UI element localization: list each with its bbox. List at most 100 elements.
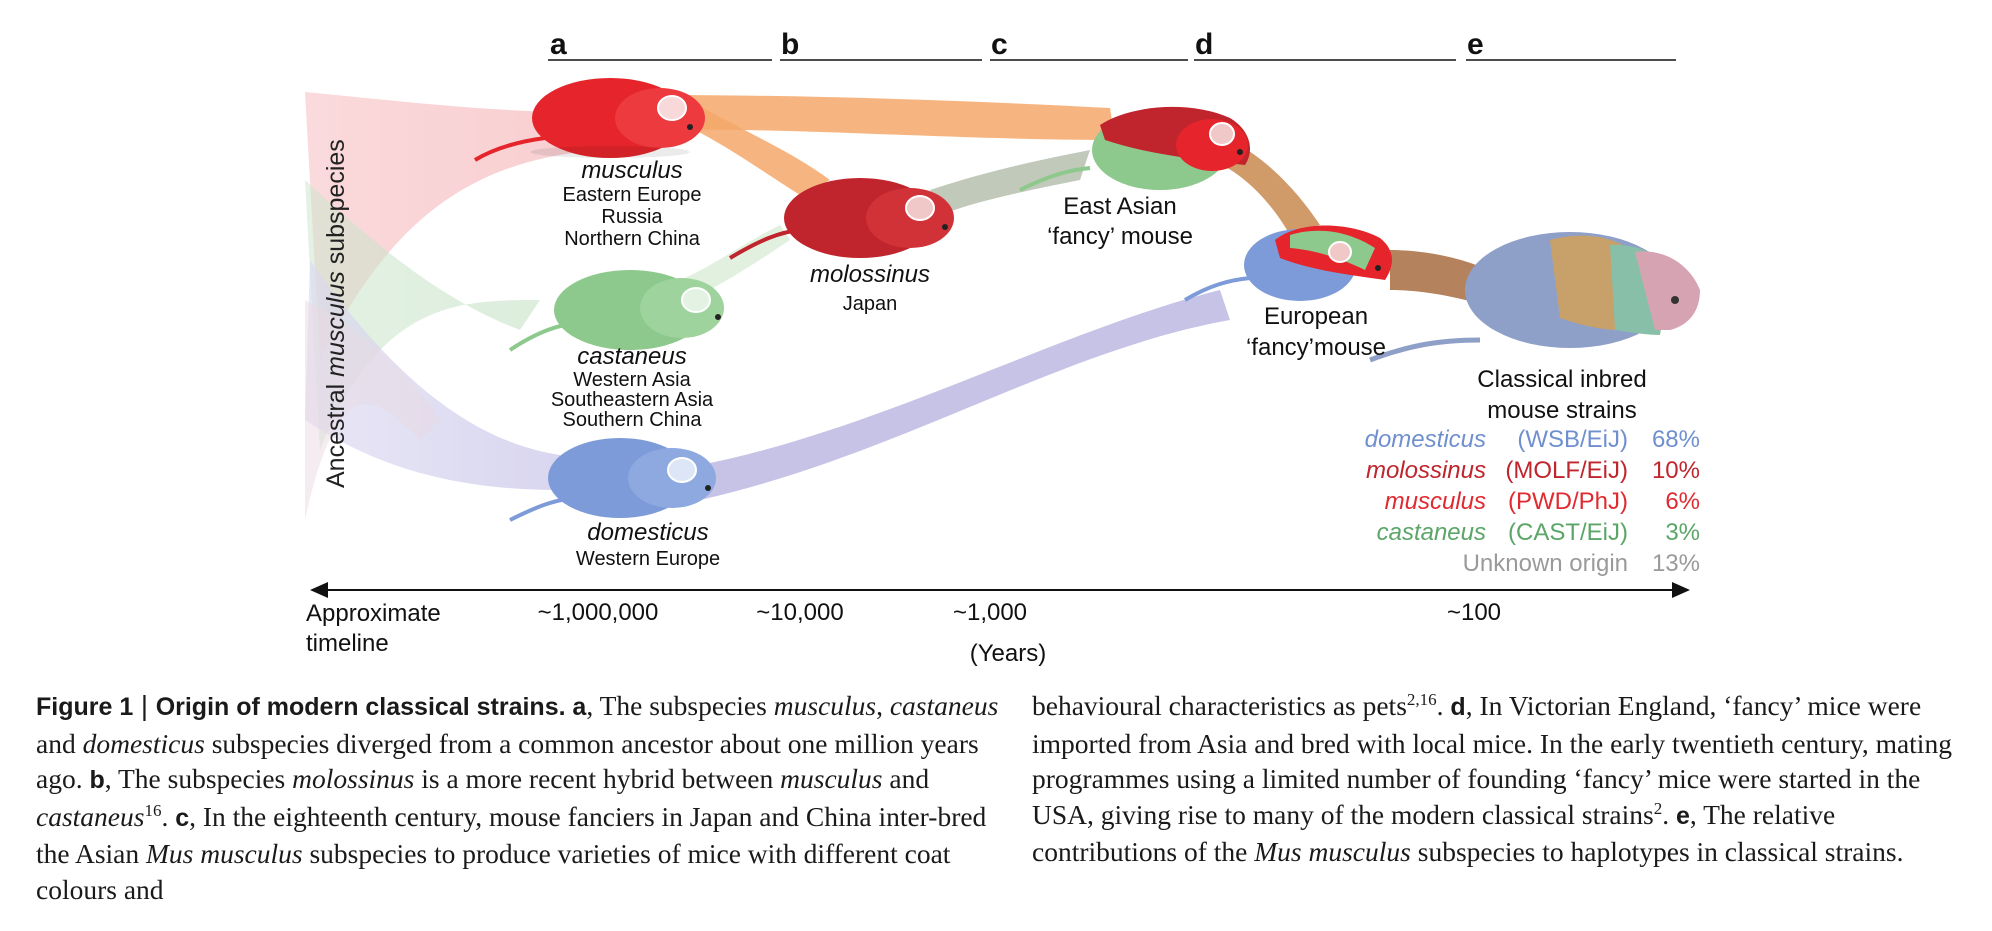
caption-segment: Mus musculus bbox=[1254, 836, 1411, 867]
caption-segment: 16 bbox=[144, 800, 162, 820]
caption-segment: behavioural characteristics as pets bbox=[1032, 690, 1407, 721]
contribution-name: Unknown origin bbox=[1463, 550, 1628, 577]
label-european-fancy: European ‘fancy’mouse bbox=[1246, 303, 1386, 361]
east-asian-line-1: East Asian bbox=[1063, 193, 1176, 220]
european-line-1: European bbox=[1264, 303, 1368, 330]
label-molossinus: molossinus Japan bbox=[810, 261, 930, 315]
contribution-strain: (WSB/EiJ) bbox=[1517, 426, 1628, 453]
caption-left-column: Figure 1 | Origin of modern classical st… bbox=[36, 690, 999, 905]
timeline-tick-1: ~1,000,000 bbox=[538, 599, 659, 626]
castaneus-region-1: Western Asia bbox=[573, 369, 691, 391]
caption-segment: c bbox=[175, 803, 190, 832]
caption-segment: , In Victorian England, ‘fancy’ mice wer… bbox=[1032, 690, 1952, 830]
caption-segment: musculus bbox=[773, 690, 877, 721]
domesticus-name: domesticus bbox=[587, 519, 708, 546]
caption-segment: e bbox=[1675, 801, 1690, 830]
label-east-asian-fancy: East Asian ‘fancy’ mouse bbox=[1047, 193, 1193, 250]
mouse-molossinus bbox=[728, 178, 954, 260]
label-domesticus: domesticus Western Europe bbox=[576, 519, 720, 570]
molossinus-region-1: Japan bbox=[843, 293, 898, 315]
mouse-castaneus bbox=[508, 270, 724, 352]
caption-segment: 2,16 bbox=[1406, 689, 1437, 709]
caption-segment: molossinus bbox=[292, 763, 415, 794]
contribution-strain: (MOLF/EiJ) bbox=[1505, 457, 1628, 484]
domesticus-region-1: Western Europe bbox=[576, 548, 720, 570]
caption-segment: and bbox=[882, 763, 930, 794]
mouse-east-asian-fancy bbox=[1019, 106, 1250, 192]
panel-b-label: b bbox=[781, 28, 799, 61]
label-classical-inbred: Classical inbred mouse strains bbox=[1477, 366, 1646, 424]
timeline-arrow-left bbox=[310, 582, 328, 598]
panel-e-label: e bbox=[1467, 28, 1484, 61]
stream-musculus-molossinus bbox=[670, 100, 830, 195]
musculus-region-2: Russia bbox=[601, 206, 663, 228]
caption-segment: a bbox=[572, 693, 587, 721]
contribution-name: domesticus bbox=[1365, 426, 1486, 453]
caption-segment: Mus musculus bbox=[146, 838, 303, 869]
panel-a-label: a bbox=[550, 28, 567, 61]
timeline-label-1: Approximate bbox=[306, 600, 441, 627]
stream-ancestral-musculus bbox=[305, 92, 600, 360]
castaneus-region-3: Southern China bbox=[563, 409, 703, 431]
contribution-strain: (CAST/EiJ) bbox=[1508, 519, 1628, 546]
contribution-percent: 3% bbox=[1665, 519, 1700, 546]
mouse-domesticus bbox=[509, 438, 716, 522]
mouse-european-fancy bbox=[1183, 225, 1392, 302]
mouse-musculus bbox=[473, 78, 705, 162]
contributions-table: domesticus (WSB/EiJ) 68% molossinus (MOLF/Ei… bbox=[1365, 426, 1700, 577]
caption-segment: castaneus bbox=[36, 800, 145, 832]
timeline-unit: (Years) bbox=[970, 640, 1046, 667]
caption-segment: subspecies diverged from a common ancest… bbox=[36, 727, 979, 795]
caption-segment: . bbox=[1436, 690, 1451, 721]
stream-musculus-east-asian bbox=[660, 95, 1115, 140]
castaneus-region-2: Southeastern Asia bbox=[551, 389, 714, 411]
timeline-arrow-right bbox=[1672, 582, 1690, 598]
ancestral-side-label: Ancestral musculus subspecies bbox=[322, 139, 350, 488]
caption-left-body: a, The subspecies musculus, castaneus an… bbox=[36, 690, 998, 905]
figure-title: Origin of modern classical strains. bbox=[155, 693, 566, 721]
contribution-percent: 10% bbox=[1652, 457, 1700, 484]
caption-segment: domesticus bbox=[82, 727, 205, 759]
caption-right-column: behavioural characteristics as pets2,16.… bbox=[1032, 688, 1972, 870]
contribution-name: castaneus bbox=[1377, 519, 1486, 546]
timeline-tick-4: ~100 bbox=[1447, 599, 1501, 626]
panel-c-label: c bbox=[991, 28, 1008, 61]
ancestral-streams bbox=[305, 92, 600, 520]
classical-line-1: Classical inbred bbox=[1477, 366, 1646, 393]
caption-segment: , The subspecies bbox=[586, 690, 774, 721]
contribution-name: molossinus bbox=[1366, 457, 1486, 484]
musculus-region-1: Eastern Europe bbox=[563, 184, 702, 206]
caption-segment: d bbox=[1450, 693, 1466, 721]
molossinus-name: molossinus bbox=[810, 261, 930, 288]
caption-segment: subspecies to produce varieties of mice … bbox=[36, 838, 951, 905]
caption-segment: and bbox=[36, 727, 83, 759]
caption-segment: , The relative contributions of the bbox=[1032, 798, 1836, 868]
panel-d-label: d bbox=[1195, 28, 1213, 61]
classical-line-2: mouse strains bbox=[1487, 397, 1636, 424]
timeline-tick-3: ~1,000 bbox=[953, 599, 1027, 626]
stream-castaneus-molossinus bbox=[680, 225, 790, 300]
contribution-percent: 68% bbox=[1652, 426, 1700, 453]
east-asian-line-2: ‘fancy’ mouse bbox=[1047, 223, 1193, 250]
contribution-strain: (PWD/PhJ) bbox=[1508, 488, 1628, 515]
contribution-percent: 6% bbox=[1665, 488, 1700, 515]
timeline-tick-2: ~10,000 bbox=[756, 599, 843, 626]
musculus-region-3: Northern China bbox=[564, 228, 701, 250]
contribution-percent: 13% bbox=[1652, 550, 1700, 577]
mouse-classical-inbred bbox=[1369, 232, 1700, 363]
panel-headers: a b c d e bbox=[548, 28, 1676, 61]
caption-segment: , bbox=[876, 690, 890, 721]
caption-right-body: behavioural characteristics as pets2,16.… bbox=[1032, 690, 1952, 867]
caption-segment: castaneus bbox=[889, 690, 999, 721]
caption-segment: 2 bbox=[1653, 798, 1663, 818]
stream-ancestral-domesticus bbox=[305, 260, 560, 490]
caption-segment: . bbox=[1662, 798, 1676, 830]
timeline: Approximate timeline ~1,000,000 ~10,000 … bbox=[306, 582, 1690, 667]
caption-segment: , In the eighteenth century, mouse fanci… bbox=[36, 800, 987, 870]
caption-segment: is a more recent hybrid between bbox=[414, 763, 781, 794]
caption-segment: b bbox=[89, 766, 105, 794]
timeline-label-2: timeline bbox=[306, 630, 389, 657]
caption-segment: subspecies to haplotypes in classical st… bbox=[1410, 836, 1904, 867]
